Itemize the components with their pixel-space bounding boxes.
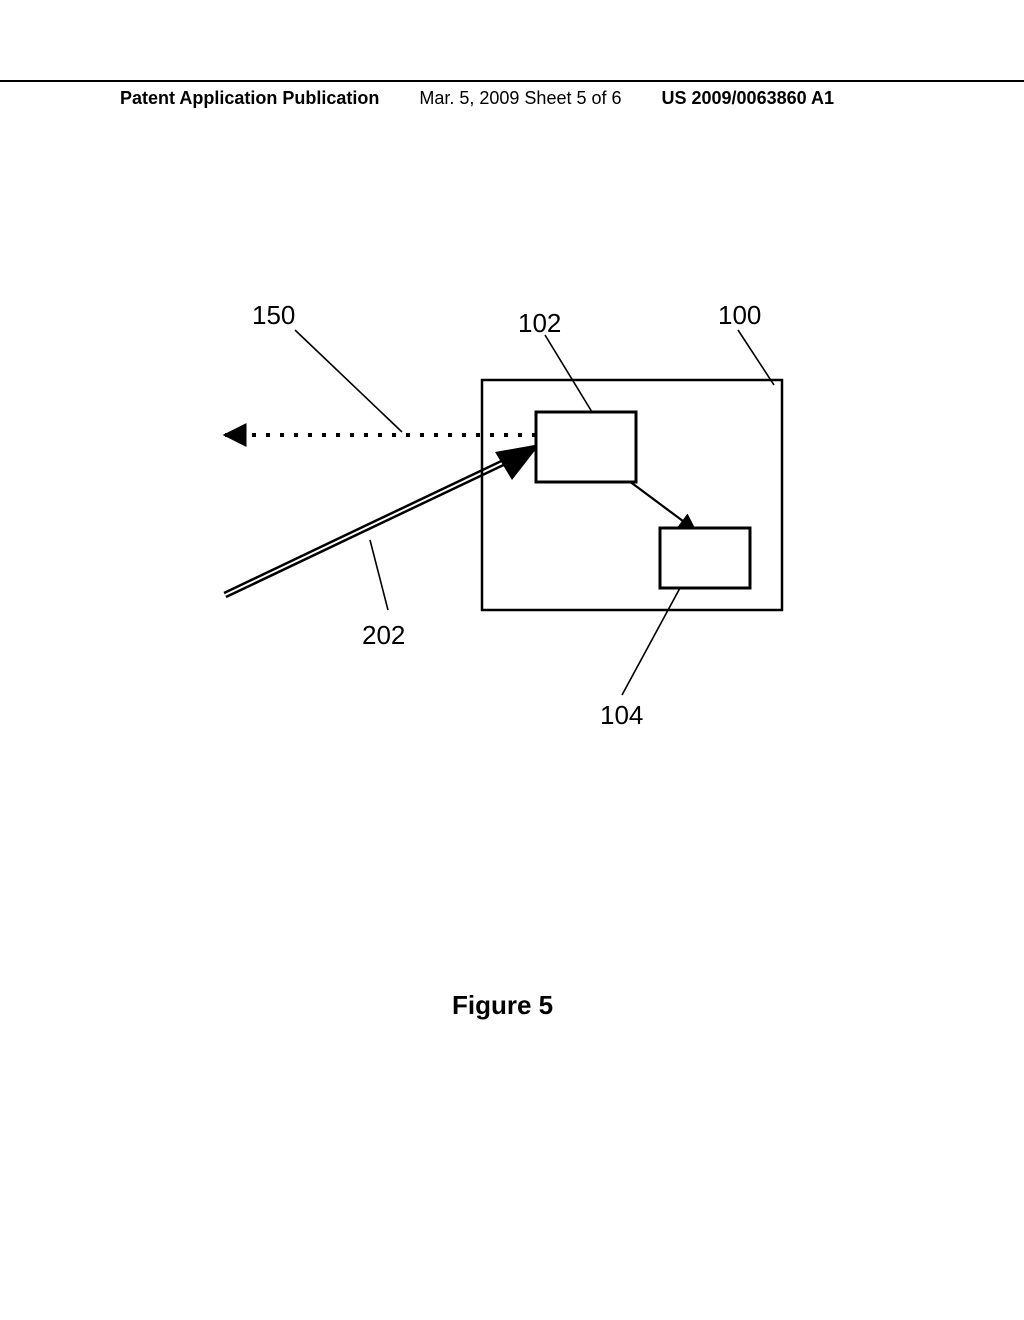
leader-202 (370, 540, 388, 610)
figure-caption: Figure 5 (452, 990, 553, 1021)
label-100: 100 (718, 300, 761, 331)
leader-102 (545, 335, 592, 412)
leader-100 (738, 330, 774, 385)
box-102 (536, 412, 636, 482)
arrow-102-to-104 (625, 478, 695, 530)
label-202: 202 (362, 620, 405, 651)
label-150: 150 (252, 300, 295, 331)
label-104: 104 (600, 700, 643, 731)
figure-diagram (0, 0, 1024, 1320)
label-102: 102 (518, 308, 561, 339)
leader-104 (622, 588, 680, 695)
thick-arrow-202 (225, 444, 540, 595)
box-104 (660, 528, 750, 588)
leader-150 (295, 330, 402, 432)
